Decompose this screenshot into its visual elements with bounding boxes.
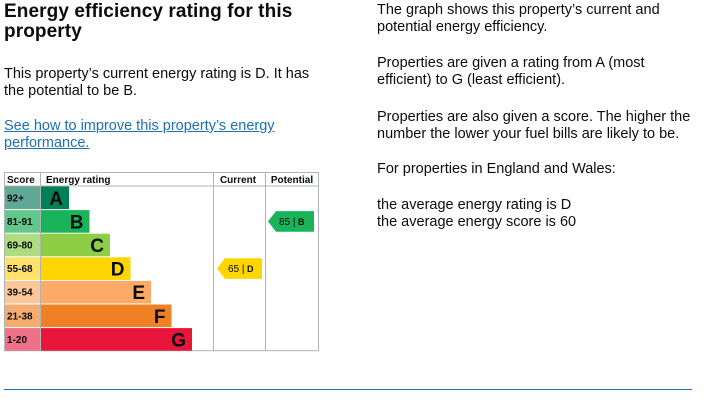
- graph-description: The graph shows this property’s current …: [377, 2, 660, 35]
- score-description: Properties are also given a score. The h…: [377, 109, 691, 142]
- band-c-range-cell: [5, 233, 40, 257]
- region-text: For properties in England and Wales:: [377, 161, 616, 177]
- band-g-range: 1-20: [7, 335, 27, 346]
- potential-marker-label: 85 | B: [279, 217, 305, 228]
- average-rating-text: the average energy rating is D: [377, 197, 572, 213]
- band-c-letter: C: [90, 236, 104, 257]
- section-divider: [4, 389, 692, 390]
- band-b-range: 81-91: [7, 217, 33, 228]
- band-g-bar: [41, 328, 192, 351]
- energy-rating-chart: Score Energy rating Current Potential 92…: [4, 172, 319, 351]
- band-d-letter: D: [111, 260, 125, 281]
- band-d-range: 55-68: [7, 264, 33, 275]
- chart-header: Score Energy rating Current Potential: [7, 175, 313, 186]
- current-rating-text: This property’s current energy rating is…: [4, 66, 310, 99]
- band-g-range-cell: [5, 328, 40, 351]
- page-heading: Energy efficiency rating for this proper…: [4, 1, 293, 42]
- current-marker: [217, 258, 262, 279]
- band-b-range-cell: [5, 210, 40, 233]
- header-current: Current: [220, 175, 257, 186]
- potential-marker: [268, 211, 314, 232]
- band-c-bar: [41, 233, 110, 257]
- band-a-range-cell: [5, 186, 40, 210]
- header-potential: Potential: [271, 175, 313, 186]
- band-e-range-cell: [5, 280, 40, 304]
- rating-bands: 92+ A 81-91 B 69-80 C 55-68 D 39-54 E 21-38 F 1-20 G: [5, 186, 192, 351]
- improve-performance-link[interactable]: See how to improve this property’s energ…: [4, 118, 275, 151]
- band-c-range: 69-80: [7, 241, 33, 252]
- band-e-letter: E: [132, 283, 145, 304]
- band-d-bar: [41, 257, 131, 280]
- header-energy-rating: Energy rating: [46, 175, 110, 186]
- band-f-bar: [41, 304, 172, 328]
- band-b-letter: B: [70, 212, 84, 233]
- band-b-bar: [41, 210, 90, 233]
- band-g-letter: G: [171, 330, 186, 351]
- band-f-range-cell: [5, 304, 40, 328]
- band-d-range-cell: [5, 257, 40, 280]
- band-f-range: 21-38: [7, 311, 33, 322]
- band-a-bar: [41, 186, 69, 210]
- average-score-text: the average energy score is 60: [377, 214, 577, 230]
- header-score: Score: [7, 175, 35, 186]
- rating-markers: 65 | D 85 | B: [217, 211, 314, 279]
- rating-description: Properties are given a rating from A (mo…: [377, 55, 645, 88]
- band-e-range: 39-54: [7, 288, 33, 299]
- band-e-bar: [41, 280, 151, 304]
- band-a-range: 92+: [7, 193, 24, 204]
- left-column: Energy efficiency rating for this proper…: [4, 1, 334, 152]
- band-a-letter: A: [49, 189, 63, 210]
- current-marker-label: 65 | D: [228, 264, 254, 275]
- band-f-letter: F: [154, 307, 166, 328]
